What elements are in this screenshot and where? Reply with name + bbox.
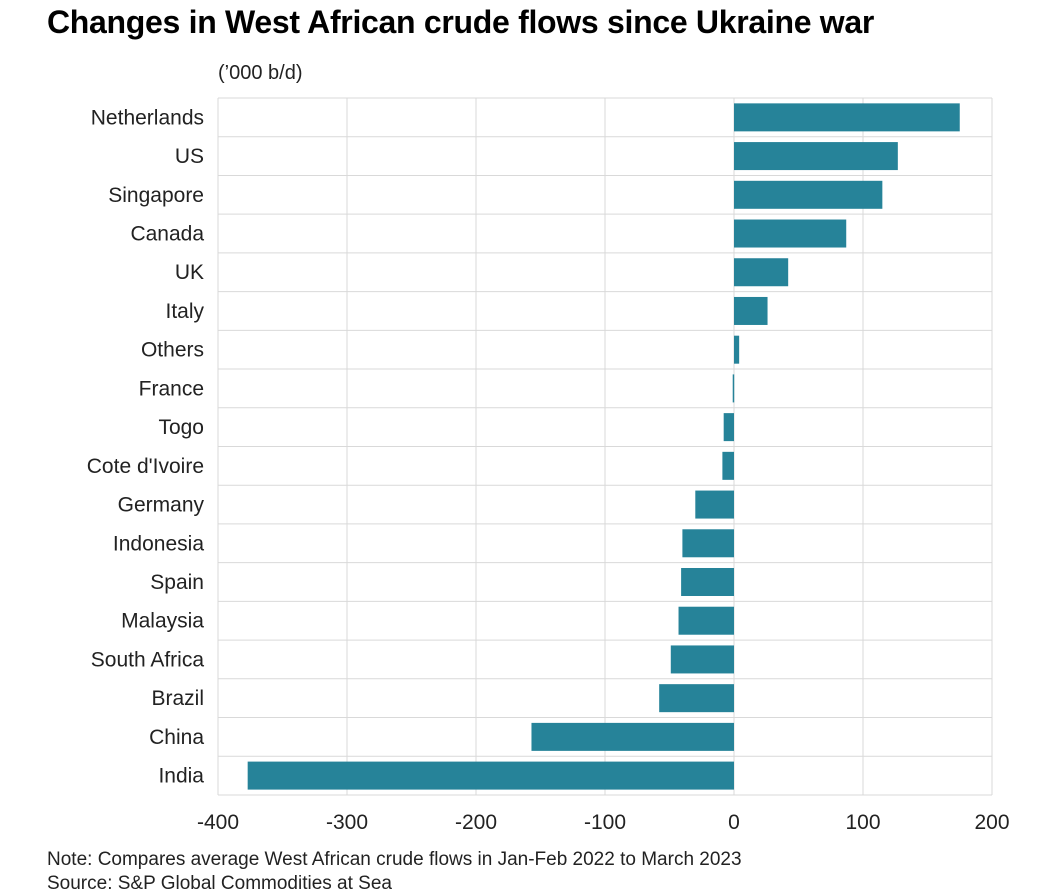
- bar-malaysia: [678, 606, 734, 635]
- category-label: France: [139, 377, 204, 400]
- bar-germany: [695, 490, 734, 519]
- category-label: Singapore: [108, 184, 204, 207]
- bar-india: [247, 761, 735, 790]
- category-label: Germany: [118, 494, 205, 517]
- bar-uk: [734, 258, 789, 287]
- units-label: (’000 b/d): [218, 62, 303, 84]
- x-axis-tick-labels: -400 -300 -200 -100 0 100 200: [197, 811, 1010, 834]
- bar-spain: [681, 568, 734, 596]
- bar-togo: [723, 413, 734, 442]
- category-label: Italy: [165, 300, 204, 323]
- chart-note: Note: Compares average West African crud…: [47, 849, 742, 870]
- bar-canada: [734, 219, 847, 248]
- bar-italy: [734, 296, 768, 325]
- category-label: Malaysia: [121, 610, 204, 633]
- category-label: US: [175, 145, 204, 168]
- bar-others: [734, 335, 740, 364]
- category-label: Indonesia: [113, 532, 204, 555]
- bar-indonesia: [682, 529, 734, 558]
- bar-us: [734, 142, 898, 171]
- bar-singapore: [734, 180, 883, 209]
- x-tick-label: -100: [584, 811, 626, 834]
- category-label: Canada: [130, 223, 204, 246]
- x-tick-label: -300: [326, 811, 368, 834]
- category-label: Spain: [150, 571, 204, 594]
- category-labels: Netherlands US Singapore Canada UK Italy Other…: [87, 106, 205, 787]
- bar-china: [531, 722, 734, 751]
- bar-chart: Netherlands US Singapore Canada UK Italy Other…: [87, 97, 1010, 834]
- category-label: Netherlands: [91, 106, 204, 129]
- bar-netherlands: [734, 103, 960, 132]
- category-label: India: [158, 765, 204, 788]
- chart-source: Source: S&P Global Commodities at Sea: [47, 873, 392, 894]
- grid-lines: [217, 97, 993, 796]
- x-tick-label: 0: [728, 811, 740, 834]
- bar-brazil: [659, 684, 734, 713]
- bar-south-africa: [670, 645, 734, 674]
- x-tick-label: 200: [974, 811, 1009, 834]
- x-tick-label: -400: [197, 811, 239, 834]
- category-label: China: [149, 726, 204, 749]
- chart-title: Changes in West African crude flows sinc…: [47, 4, 875, 40]
- category-label: Cote d'Ivoire: [87, 455, 204, 478]
- bar-cote-d-ivoire: [722, 451, 734, 480]
- category-label: Togo: [158, 416, 204, 439]
- x-tick-label: 100: [845, 811, 880, 834]
- x-tick-label: -200: [455, 811, 497, 834]
- bars: [247, 103, 960, 790]
- category-label: South Africa: [91, 648, 205, 671]
- category-label: Brazil: [151, 687, 204, 710]
- bar-france: [732, 374, 735, 403]
- category-label: UK: [175, 261, 204, 284]
- category-label: Others: [141, 339, 204, 362]
